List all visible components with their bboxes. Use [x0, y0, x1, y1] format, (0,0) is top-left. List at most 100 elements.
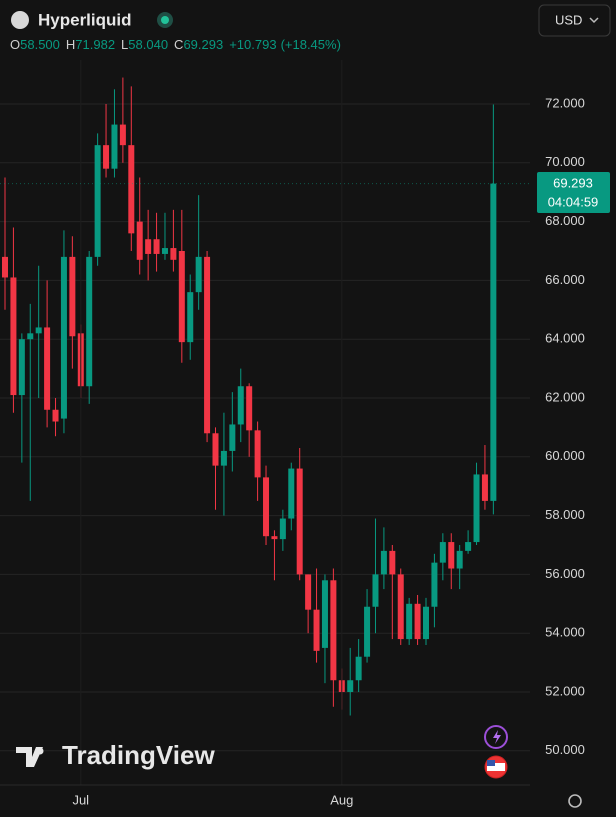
- candle-body: [153, 239, 160, 254]
- status-dot: [161, 16, 169, 24]
- candle-body: [263, 477, 270, 537]
- y-tick-label: 68.000: [545, 213, 585, 228]
- candle-body: [86, 256, 93, 387]
- flag-canton: [487, 760, 495, 766]
- candle-body: [170, 248, 177, 260]
- lightning: [493, 730, 501, 744]
- candle-body: [288, 468, 295, 519]
- legend-key: O: [10, 37, 20, 52]
- candle-body: [397, 574, 404, 640]
- y-tick-label: 66.000: [545, 272, 585, 287]
- candle-body: [103, 145, 110, 169]
- candle-body: [178, 251, 185, 343]
- candle-body: [313, 609, 320, 651]
- candle-body: [111, 124, 118, 169]
- price-badge: [537, 172, 610, 213]
- legend-key: C: [174, 37, 183, 52]
- candle-body: [439, 542, 446, 563]
- y-tick-label: 62.000: [545, 389, 585, 404]
- candle-body: [44, 327, 51, 410]
- candle-body: [246, 386, 253, 431]
- settings-icon[interactable]: [568, 794, 582, 808]
- candle-body: [372, 574, 379, 607]
- ohlc-legend: O58.500 H71.982 L58.040 C69.293 +10.793 (+18.…: [10, 37, 341, 52]
- candle-body: [448, 542, 455, 569]
- candle-body: [229, 424, 236, 451]
- candle-body: [321, 580, 328, 648]
- candle-body: [195, 256, 202, 293]
- symbol: Hyperliquid: [38, 10, 132, 29]
- candle-body: [119, 124, 126, 146]
- candle-body: [456, 550, 463, 569]
- legend-value: 71.982: [75, 37, 115, 52]
- candle-body: [220, 450, 227, 466]
- candle-body: [187, 292, 194, 343]
- candle-body: [305, 574, 312, 610]
- legend-key: H: [66, 37, 75, 52]
- candle-body: [2, 256, 8, 278]
- currency[interactable]: USD: [555, 12, 582, 27]
- candle-body: [380, 550, 387, 575]
- candle-body: [406, 603, 413, 640]
- candle-body: [465, 542, 472, 551]
- candle-body: [18, 339, 25, 396]
- logo: [16, 747, 44, 767]
- change: +10.793: [229, 37, 276, 52]
- y-tick-label: 60.000: [545, 448, 585, 463]
- candle-body: [212, 433, 219, 466]
- candle-body: [389, 550, 396, 575]
- last-price: 69.293: [553, 175, 593, 190]
- countdown: 04:04:59: [548, 194, 599, 209]
- candle-body: [60, 256, 67, 419]
- dropdown-arrow: [589, 17, 599, 24]
- candle-body: [52, 409, 59, 422]
- candle-body: [296, 468, 303, 575]
- y-tick-label: 50.000: [545, 742, 585, 757]
- y-tick-label: 52.000: [545, 683, 585, 698]
- candle-body: [431, 562, 438, 607]
- candle-body: [161, 248, 168, 254]
- y-tick-label: 64.000: [545, 331, 585, 346]
- legend-value: 69.293: [183, 37, 223, 52]
- legend-value: 58.500: [20, 37, 60, 52]
- flag-stripes: [487, 763, 505, 771]
- candle-body: [279, 518, 286, 540]
- candle-body: [94, 145, 101, 257]
- candle-body: [355, 656, 362, 681]
- x-tick-label: Aug: [330, 792, 353, 807]
- candle-body: [271, 536, 278, 540]
- y-tick-label: 54.000: [545, 625, 585, 640]
- candle-body: [27, 333, 34, 340]
- legend-value: 58.040: [128, 37, 168, 52]
- candle-body: [481, 474, 488, 501]
- candle-body: [414, 603, 421, 640]
- candle-body: [490, 183, 497, 501]
- candle-body: [128, 145, 135, 234]
- candle-body: [69, 256, 76, 337]
- currency-button[interactable]: [538, 4, 611, 37]
- candle-body: [364, 606, 371, 657]
- candle-body: [347, 680, 354, 692]
- candle-body: [204, 256, 211, 434]
- plot: [0, 60, 530, 785]
- candle-body: [473, 474, 480, 543]
- y-tick-label: 72.000: [545, 95, 585, 110]
- change-percent: (+18.45%): [281, 37, 341, 52]
- candle-body: [136, 221, 143, 260]
- candle-body: [35, 327, 42, 334]
- legend-key: L: [121, 37, 128, 52]
- candle-body: [237, 386, 244, 425]
- watermark: TradingView: [62, 740, 215, 770]
- event-icon[interactable]: [484, 725, 508, 749]
- logo-dot: [36, 747, 44, 755]
- x-tick-label: Jul: [72, 792, 89, 807]
- y-tick-label: 70.000: [545, 154, 585, 169]
- y-tick-label: 58.000: [545, 507, 585, 522]
- candle-body: [254, 430, 261, 478]
- logo-mark: [16, 747, 43, 767]
- candle-body: [10, 277, 17, 396]
- candle-body: [330, 580, 337, 681]
- candle-body: [145, 239, 152, 254]
